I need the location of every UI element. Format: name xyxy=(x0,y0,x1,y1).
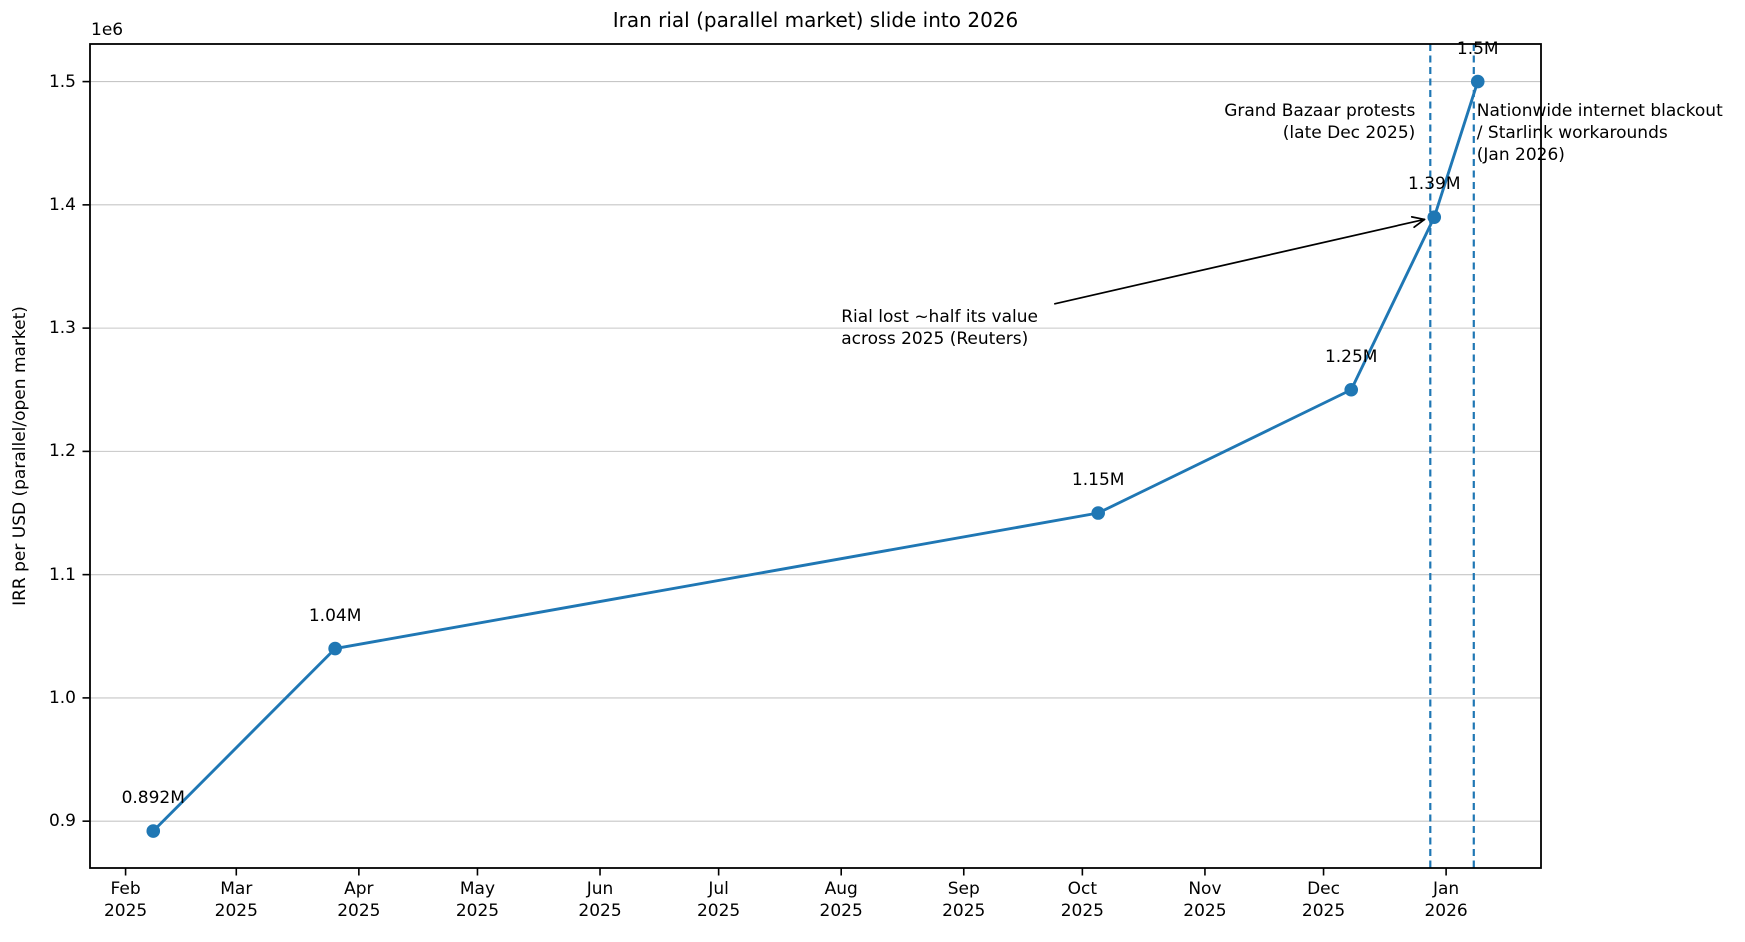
data-point-marker xyxy=(1091,506,1105,520)
x-tick-label: Feb 2025 xyxy=(103,879,148,921)
y-tick-label: 1.5 xyxy=(48,71,76,92)
y-tick-label: 1.2 xyxy=(48,441,76,462)
x-tick-label: Apr 2025 xyxy=(337,879,381,921)
annotation-text: Rial lost ~half its value across 2025 (R… xyxy=(841,306,1038,349)
data-point-label: 1.04M xyxy=(308,605,362,626)
annotation-arrowhead xyxy=(1410,216,1426,221)
y-tick-label: 1.1 xyxy=(48,564,76,585)
data-point-label: 1.15M xyxy=(1071,470,1125,490)
data-point-label: 1.5M xyxy=(1456,38,1499,59)
y-tick-label: 1.3 xyxy=(48,318,76,339)
x-tick-label: Sep 2025 xyxy=(942,879,986,921)
plot-border xyxy=(89,43,1542,869)
data-point-marker xyxy=(1427,210,1442,224)
x-tick-label: Oct 2025 xyxy=(1060,879,1104,921)
y-tick-label: 0.9 xyxy=(48,811,76,832)
data-point-marker xyxy=(1344,382,1359,397)
data-point-marker xyxy=(1470,74,1485,89)
data-point-label: 1.39M xyxy=(1407,174,1461,195)
x-tick-label: Jun 2025 xyxy=(578,879,622,921)
x-tick-label: Aug 2025 xyxy=(819,879,863,921)
x-tick-label: Jul 2025 xyxy=(696,879,741,921)
x-tick-label: May 2025 xyxy=(455,879,500,921)
y-axis-offset-text: 1e6 xyxy=(91,20,124,40)
x-tick-label: Dec 2025 xyxy=(1301,879,1346,921)
x-tick-label: Mar 2025 xyxy=(214,879,258,921)
y-tick-label: 1.4 xyxy=(48,194,76,215)
data-point-marker xyxy=(328,641,342,656)
data-point-label: 1.25M xyxy=(1324,346,1378,367)
data-point-label: 0.892M xyxy=(121,788,185,809)
annotation-arrowhead xyxy=(1413,218,1426,229)
chart-title: Iran rial (parallel market) slide into 2… xyxy=(612,8,1019,32)
event-label: Nationwide internet blackout / Starlink … xyxy=(1476,101,1723,165)
annotation-arrow xyxy=(1054,218,1425,305)
x-tick-label: Nov 2025 xyxy=(1183,879,1227,921)
data-point-marker xyxy=(146,824,161,838)
x-tick-label: Jan 2026 xyxy=(1424,879,1468,921)
y-tick-label: 1.0 xyxy=(48,687,76,708)
series-line xyxy=(152,81,1480,833)
event-label: Grand Bazaar protests (late Dec 2025) xyxy=(1224,101,1416,143)
